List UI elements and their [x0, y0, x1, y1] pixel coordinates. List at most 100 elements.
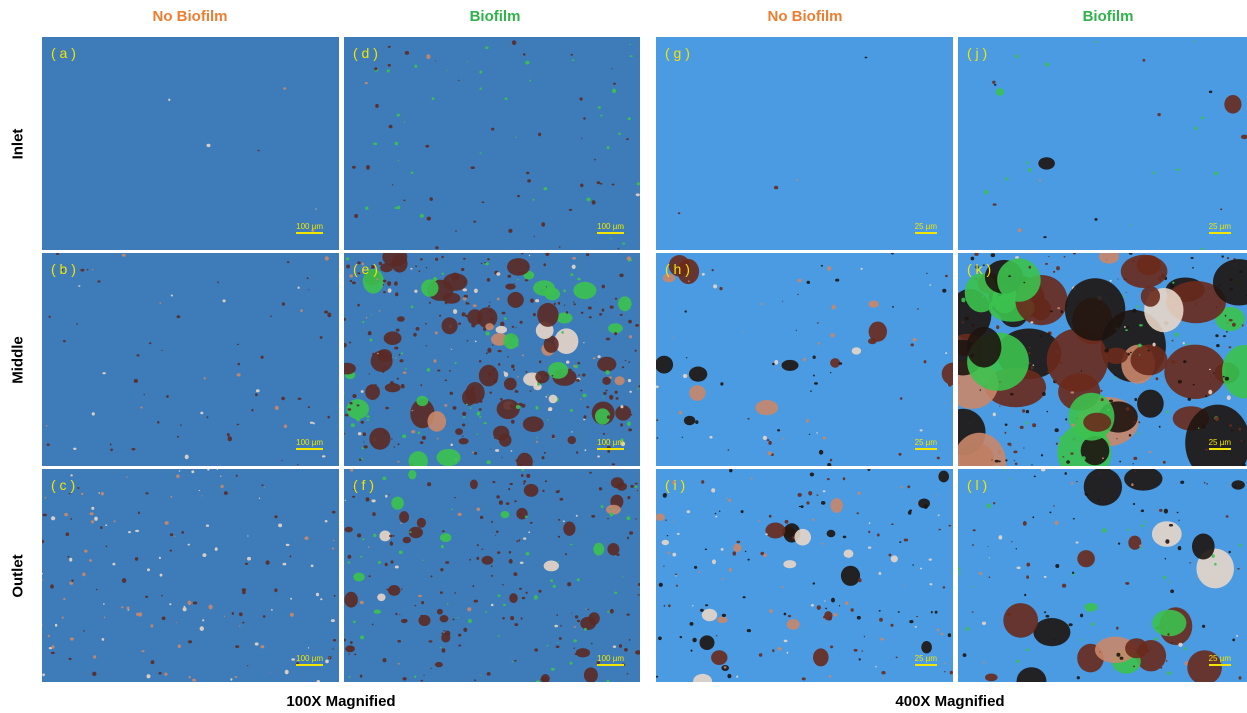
particle	[451, 509, 453, 510]
particle	[1031, 366, 1034, 369]
particle	[1141, 286, 1160, 307]
particle	[515, 390, 516, 391]
particle	[742, 332, 743, 333]
particle	[1193, 384, 1195, 386]
particle	[332, 511, 336, 514]
particle	[311, 565, 314, 568]
particle	[100, 526, 102, 529]
particle	[1005, 432, 1007, 434]
particle	[285, 670, 289, 675]
particle	[807, 281, 810, 284]
particle	[920, 429, 923, 431]
particle	[1239, 270, 1243, 273]
particle	[180, 424, 181, 426]
particle	[251, 409, 253, 412]
particle	[51, 652, 55, 654]
particle	[348, 653, 349, 654]
particle	[1141, 510, 1144, 513]
particle	[271, 609, 273, 611]
particle	[496, 326, 507, 334]
particle	[1223, 376, 1225, 378]
particle	[435, 662, 443, 667]
particle	[382, 370, 385, 373]
particle	[366, 317, 368, 319]
particle	[514, 623, 518, 626]
particle	[171, 295, 173, 297]
particle	[1129, 253, 1133, 255]
particle	[325, 520, 328, 522]
particle	[1015, 256, 1019, 259]
particle	[580, 398, 581, 399]
particle	[1220, 208, 1222, 210]
particle	[320, 336, 323, 339]
particle	[419, 270, 421, 272]
particle	[477, 508, 481, 512]
particle	[372, 624, 374, 626]
particle	[824, 600, 825, 601]
particle	[526, 552, 530, 555]
particle	[224, 491, 228, 495]
particle	[1003, 603, 1038, 638]
particle	[601, 505, 604, 508]
particle	[237, 344, 239, 345]
particle	[1128, 536, 1141, 550]
particle	[344, 318, 346, 321]
particle	[1170, 590, 1174, 594]
particle	[1163, 461, 1166, 464]
particle	[361, 390, 364, 393]
particle	[1197, 576, 1199, 577]
particle	[999, 382, 1000, 383]
particle	[520, 321, 523, 324]
particle	[1126, 407, 1129, 411]
particle	[177, 315, 181, 318]
particle	[145, 492, 148, 494]
particle	[145, 596, 148, 598]
particle	[147, 568, 150, 571]
particle	[379, 531, 390, 542]
particle	[816, 432, 818, 434]
particle	[891, 253, 894, 255]
particle	[560, 625, 562, 627]
particle	[597, 357, 616, 372]
particle	[618, 248, 620, 250]
particle	[507, 258, 530, 276]
particle	[1133, 463, 1134, 464]
particle	[131, 448, 135, 450]
particle	[656, 513, 665, 520]
particle	[221, 485, 224, 489]
particle	[1024, 594, 1026, 596]
particle	[480, 152, 482, 154]
particle	[501, 457, 502, 458]
particle	[1039, 180, 1041, 182]
particle	[385, 383, 401, 392]
particle	[1139, 432, 1141, 434]
particle	[525, 371, 527, 373]
particle	[463, 416, 465, 418]
scale-text: 25 µm	[915, 438, 937, 447]
particle	[529, 80, 531, 82]
particle	[452, 619, 454, 621]
particle	[583, 117, 586, 119]
particle	[948, 633, 951, 637]
particle	[1081, 456, 1085, 460]
particle	[457, 617, 459, 618]
particle	[228, 436, 232, 441]
particle	[821, 501, 825, 505]
particle	[204, 377, 206, 379]
particle	[455, 230, 457, 231]
particle	[1164, 345, 1226, 399]
particle	[112, 563, 115, 566]
micrograph: ( j )25 µm	[958, 37, 1247, 250]
particle	[389, 125, 393, 129]
particle	[1116, 438, 1117, 439]
particle	[702, 273, 705, 276]
particle	[554, 438, 555, 439]
particle	[1110, 280, 1112, 282]
particle	[569, 369, 572, 371]
particle	[698, 571, 700, 572]
particle	[1178, 380, 1182, 384]
particle	[266, 560, 270, 564]
particle	[445, 380, 448, 382]
particle	[499, 434, 512, 447]
particle	[441, 545, 444, 548]
